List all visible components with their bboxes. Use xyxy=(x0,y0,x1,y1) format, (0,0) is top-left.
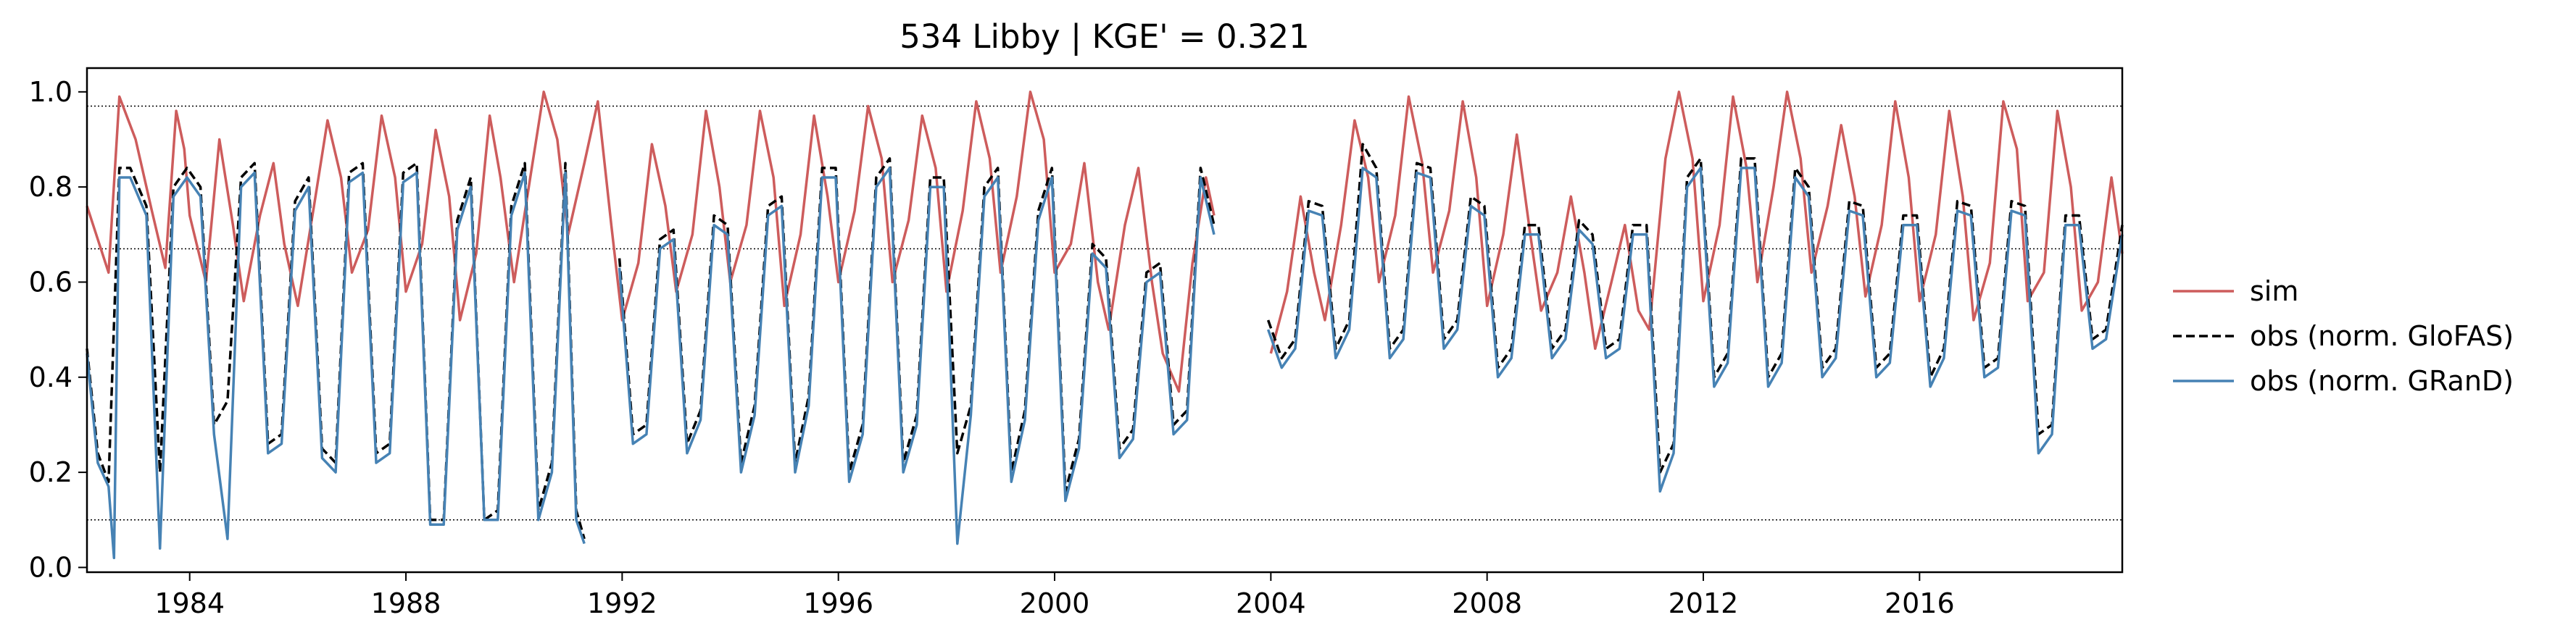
plot-frame xyxy=(86,67,2124,574)
chart-title: 534 Libby | KGE' = 0.321 xyxy=(899,17,1310,56)
x-tick-label: 1988 xyxy=(371,587,441,619)
legend: sim obs (norm. GloFAS) obs (norm. GRanD) xyxy=(2173,275,2514,397)
legend-label: obs (norm. GloFAS) xyxy=(2250,320,2514,352)
x-axis: 1984 1988 1992 1996 2000 2004 2008 2012 2016 xyxy=(154,572,1955,619)
x-tick-label: 2012 xyxy=(1669,587,1739,619)
reference-lines xyxy=(87,105,2122,521)
y-tick-label: 0.8 xyxy=(29,171,72,203)
legend-label: obs (norm. GRanD) xyxy=(2250,365,2514,397)
y-tick-label: 0.2 xyxy=(29,456,72,488)
x-tick-label: 2008 xyxy=(1452,587,1522,619)
y-tick-label: 0.0 xyxy=(29,551,72,583)
x-tick-label: 1996 xyxy=(803,587,873,619)
y-tick-label: 0.4 xyxy=(29,361,72,393)
series-line-1 xyxy=(86,143,2124,540)
x-tick-label: 1992 xyxy=(587,587,657,619)
series-layer xyxy=(86,91,2124,560)
legend-label: sim xyxy=(2250,275,2298,307)
y-tick-label: 1.0 xyxy=(29,76,72,108)
x-tick-label: 1984 xyxy=(154,587,225,619)
x-tick-label: 2000 xyxy=(1020,587,1090,619)
x-tick-label: 2004 xyxy=(1236,587,1306,619)
x-tick-label: 2016 xyxy=(1885,587,1955,619)
y-axis: 0.0 0.2 0.4 0.6 0.8 1.0 xyxy=(29,76,87,583)
series-line-2 xyxy=(86,167,2124,560)
y-tick-label: 0.6 xyxy=(29,266,72,298)
series-line-0 xyxy=(86,91,2124,393)
